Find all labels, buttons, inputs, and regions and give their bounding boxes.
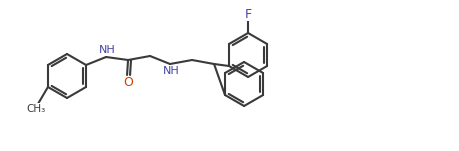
Text: O: O xyxy=(123,77,133,90)
Text: NH: NH xyxy=(99,45,115,55)
Text: F: F xyxy=(245,8,252,21)
Text: CH₃: CH₃ xyxy=(26,104,45,114)
Text: NH: NH xyxy=(162,66,179,76)
